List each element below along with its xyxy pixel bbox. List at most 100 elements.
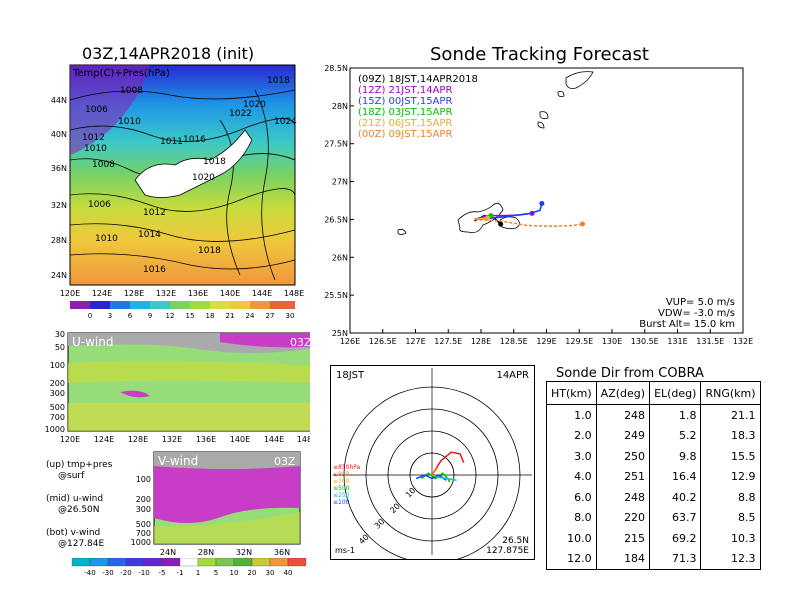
svg-text:30: 30 xyxy=(286,312,295,320)
y-tick-label: 28.5N xyxy=(324,64,348,73)
svg-text:120E: 120E xyxy=(60,289,80,298)
pressure-labels: 1008 1006 1010 1012 1010 1008 1006 1012 … xyxy=(82,76,297,275)
wind-colorbar-swatch xyxy=(215,558,235,567)
x-tick-label: 127.5E xyxy=(434,337,462,346)
y-tick-label: 25N xyxy=(332,329,348,338)
x-tick-label: 129E xyxy=(536,337,556,346)
table-row: 6.0 248 40.2 8.8 xyxy=(546,487,761,508)
y-tick-label: 26.5N xyxy=(324,215,348,224)
table-cell: 6.0 xyxy=(546,487,597,508)
y-tick-label: 27.5N xyxy=(324,140,348,149)
uwind-time: 03Z xyxy=(290,336,310,349)
table-row: 1.0 248 1.8 21.1 xyxy=(546,404,761,426)
wind-colorbar-label: 10 xyxy=(230,569,239,577)
hodo-date-label: 14APR xyxy=(496,370,529,381)
temp-colorbar-labels: 0 3 6 9 12 15 18 21 24 27 30 xyxy=(88,312,295,320)
x-tick-label: 132E xyxy=(733,337,753,346)
svg-text:21: 21 xyxy=(226,312,235,320)
table-row: 8.0 220 63.7 8.5 xyxy=(546,507,761,528)
table-cell: 18.3 xyxy=(700,425,761,446)
hodograph-trace xyxy=(435,476,457,482)
track-legend-entry: (18Z) 03JST,15APR xyxy=(358,107,452,118)
hodograph-trace xyxy=(431,467,438,476)
svg-text:148E: 148E xyxy=(284,289,304,298)
svg-text:24: 24 xyxy=(246,312,255,320)
pressure-label: 1006 xyxy=(88,200,111,210)
y-tick-label: 27N xyxy=(332,178,348,187)
track-legend-entry: (09Z) 18JST,14APR2018 xyxy=(358,74,478,85)
pressure-label: 1008 xyxy=(92,160,115,170)
x-tick-label: 130E xyxy=(602,337,622,346)
map-field-label: Temp(C)+Pres(hPa) xyxy=(72,68,170,79)
uwind-section: U-wind 03Z 30 50 100 200 300 500 700 100… xyxy=(45,330,310,444)
svg-text:128E: 128E xyxy=(128,435,148,444)
pressure-label: 1024 xyxy=(274,117,297,127)
island-outline xyxy=(537,121,545,129)
island-outline xyxy=(565,71,594,89)
vwind-time: 03Z xyxy=(274,455,296,468)
svg-text:200: 200 xyxy=(136,495,151,504)
svg-text:700: 700 xyxy=(136,529,151,538)
wind-colorbar-swatch xyxy=(251,558,271,567)
track-note: VDW= -3.0 m/s xyxy=(658,308,735,319)
y-tick-label: 28N xyxy=(332,102,348,111)
svg-text:100: 100 xyxy=(50,361,65,370)
vwind-levels: 100 200 300 500 700 1000 xyxy=(131,475,151,547)
svg-text:136E: 136E xyxy=(196,435,216,444)
table-cell: 220 xyxy=(595,507,651,528)
temp-pressure-map: 1008 1006 1010 1012 1010 1008 1006 1012 … xyxy=(51,64,304,320)
table-cell: 12.0 xyxy=(546,548,597,570)
x-tick-label: 131E xyxy=(667,337,687,346)
table-row: 10.0 215 69.2 10.3 xyxy=(546,528,761,549)
island-outline xyxy=(457,202,504,234)
table-cell: 71.3 xyxy=(649,548,702,570)
table-cell: 248 xyxy=(595,404,651,426)
table-cell: 8.5 xyxy=(700,507,761,528)
hodo-lat-label: 26.5N xyxy=(502,536,529,546)
x-tick-label: 128E xyxy=(471,337,491,346)
table-cell: 2.0 xyxy=(546,425,597,446)
pressure-label: 1010 xyxy=(118,117,141,127)
wind-colorbar-label: -30 xyxy=(102,569,113,577)
table-cell: 250 xyxy=(595,446,651,467)
table-cell: 9.8 xyxy=(649,446,702,467)
uwind-lons: 120E 124E 128E 132E 136E 140E 144E 148E xyxy=(60,435,310,444)
track-note: VUP= 5.0 m/s xyxy=(666,297,735,308)
x-tick-label: 131.5E xyxy=(696,337,724,346)
track-legend-entry: (12Z) 21JST,14APR xyxy=(358,85,452,96)
table-cell: 8.8 xyxy=(700,487,761,508)
svg-text:6: 6 xyxy=(128,312,133,320)
wind-colorbar-swatch xyxy=(143,558,163,567)
pressure-label: 1018 xyxy=(203,157,226,167)
x-tick-label: 128.5E xyxy=(500,337,528,346)
pressure-legend-entry: ≤700 xyxy=(333,478,350,485)
map-lat-labels: 44N 40N 36N 32N 28N 24N xyxy=(51,96,67,280)
table-cell: 15.5 xyxy=(700,446,761,467)
wind-colorbar-label: 20 xyxy=(248,569,257,577)
svg-text:32N: 32N xyxy=(236,548,252,556)
svg-text:36N: 36N xyxy=(274,548,290,556)
svg-text:32N: 32N xyxy=(51,201,67,210)
pressure-label: 1006 xyxy=(85,105,108,115)
svg-text:136E: 136E xyxy=(188,289,208,298)
table-cell: 10.3 xyxy=(700,528,761,549)
svg-text:9: 9 xyxy=(148,312,152,320)
track-burst-point xyxy=(539,201,545,207)
wind-colorbar-swatch xyxy=(71,558,91,567)
table-row: 4.0 251 16.4 12.9 xyxy=(546,466,761,487)
table-cell: 4.0 xyxy=(546,466,597,487)
svg-text:500: 500 xyxy=(136,520,151,529)
table-cell: 249 xyxy=(595,425,651,446)
track-burst-point xyxy=(498,221,504,227)
x-tick-label: 126E xyxy=(340,337,360,346)
wind-colorbar: -40 -30 -20 -10 -5 -1 1 5 10 20 30 40 xyxy=(71,558,307,577)
hodograph-trace xyxy=(415,474,447,481)
wind-colorbar-swatch xyxy=(197,558,217,567)
wind-colorbar-label: -1 xyxy=(177,569,184,577)
wind-colorbar-swatch xyxy=(125,558,145,567)
svg-text:300: 300 xyxy=(136,505,151,514)
svg-text:700: 700 xyxy=(50,413,65,422)
pressure-label: 1020 xyxy=(243,100,266,110)
pressure-legend-entry: ≤250 xyxy=(333,492,350,499)
y-tick-label: 25.5N xyxy=(324,291,348,300)
